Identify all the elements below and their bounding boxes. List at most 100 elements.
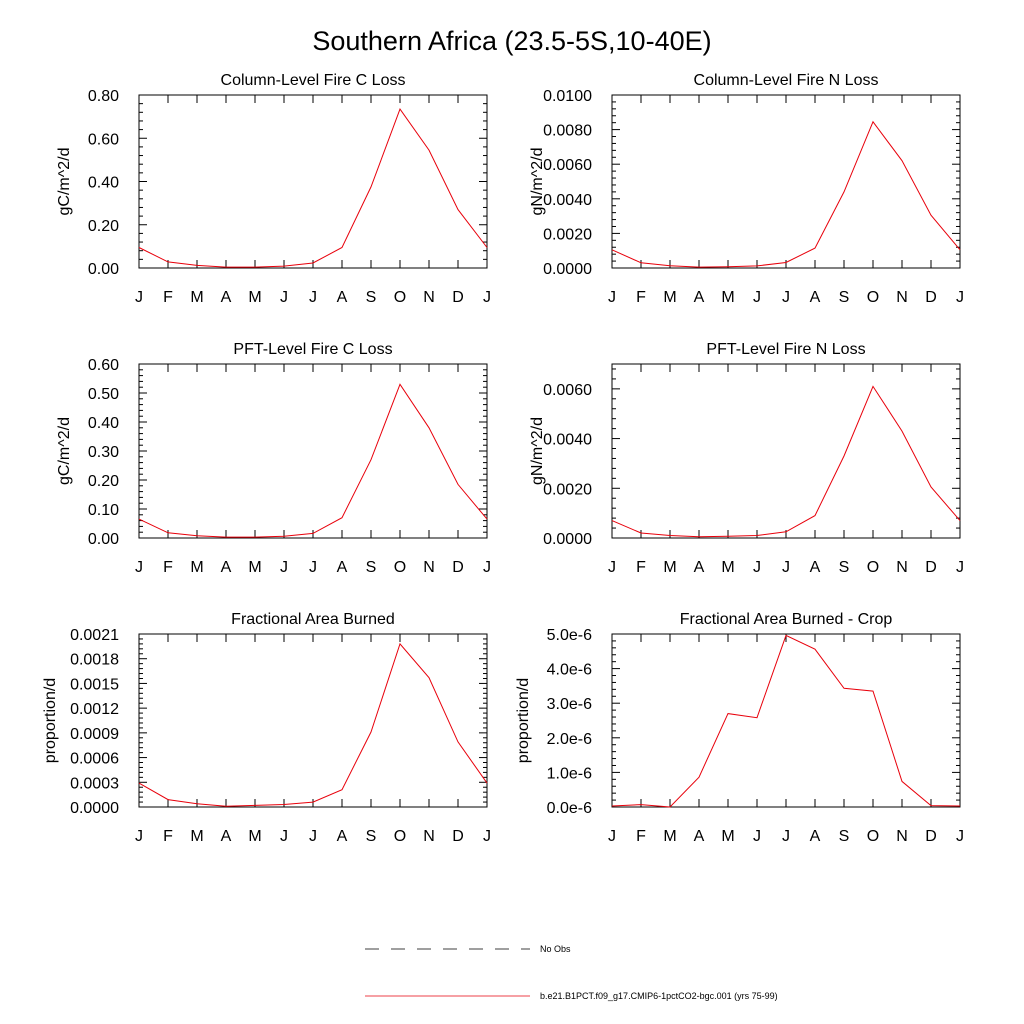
- xtick-label: J: [280, 559, 288, 576]
- ytick-label: 0.0e-6: [547, 800, 592, 817]
- ytick-label: 0.0021: [70, 627, 119, 644]
- y-axis-label: proportion/d: [515, 678, 532, 763]
- xtick-label: F: [163, 289, 173, 306]
- legend-obs-label: No Obs: [540, 944, 571, 954]
- ytick-label: 0.00: [88, 261, 119, 278]
- ytick-label: 0.0012: [70, 701, 119, 718]
- xtick-label: J: [608, 289, 616, 306]
- chart-panel-4: PFT-Level Fire N Loss 0.0000 0.0020 0.0040 0…: [529, 341, 964, 576]
- xtick-label: D: [925, 828, 937, 845]
- series-line: [611, 634, 961, 808]
- y-axis-label: gC/m^2/d: [56, 417, 73, 485]
- xtick-label: J: [483, 559, 491, 576]
- plot-frame: [611, 94, 961, 269]
- plot-frame: [611, 633, 961, 808]
- xtick-label: A: [694, 828, 705, 845]
- xtick-label: J: [135, 289, 143, 306]
- xtick-label: O: [867, 559, 879, 576]
- panel-title: Column-Level Fire C Loss: [221, 72, 406, 89]
- xtick-label: O: [394, 289, 406, 306]
- panel-title: Fractional Area Burned: [231, 611, 395, 628]
- y-axis-label: gC/m^2/d: [56, 148, 73, 216]
- xtick-label: S: [839, 828, 850, 845]
- xtick-label: S: [366, 289, 377, 306]
- xtick-label: A: [221, 828, 232, 845]
- ytick-label: 0.60: [88, 131, 119, 148]
- xtick-label: N: [423, 289, 435, 306]
- chart-panel-3: PFT-Level Fire C Loss 0.00 0.10 0.20 0.30 0.4…: [56, 341, 491, 576]
- xtick-label: N: [896, 559, 908, 576]
- ytick-label: 2.0e-6: [547, 731, 592, 748]
- xtick-label: N: [423, 559, 435, 576]
- xtick-label: M: [248, 559, 261, 576]
- xtick-label: S: [366, 828, 377, 845]
- ytick-label: 0.0003: [70, 775, 119, 792]
- ytick-label: 0.40: [88, 175, 119, 192]
- ytick-label: 0.30: [88, 444, 119, 461]
- xtick-label: M: [190, 828, 203, 845]
- xtick-label: M: [663, 559, 676, 576]
- xtick-label: M: [663, 828, 676, 845]
- plot-frame: [611, 363, 961, 539]
- chart-panel-2: Column-Level Fire N Loss 0.0000 0.0020 0.00…: [529, 72, 964, 306]
- y-axis-label: gN/m^2/d: [529, 148, 546, 216]
- ytick-label: 1.0e-6: [547, 765, 592, 782]
- ytick-label: 4.0e-6: [547, 662, 592, 679]
- xtick-label: J: [753, 289, 761, 306]
- xtick-label: O: [867, 828, 879, 845]
- xtick-label: N: [896, 828, 908, 845]
- xtick-label: O: [394, 559, 406, 576]
- xtick-label: J: [782, 289, 790, 306]
- xtick-label: N: [896, 289, 908, 306]
- series-line: [138, 108, 488, 268]
- xtick-label: J: [483, 289, 491, 306]
- ytick-label: 0.0080: [543, 123, 592, 140]
- ytick-label: 0.0000: [543, 261, 592, 278]
- ytick-label: 0.0040: [543, 432, 592, 449]
- panel-title: Fractional Area Burned - Crop: [680, 611, 893, 628]
- xtick-label: M: [248, 289, 261, 306]
- ytick-label: 0.0060: [543, 157, 592, 174]
- ytick-label: 0.0009: [70, 726, 119, 743]
- plot-frame: [138, 94, 488, 269]
- y-axis-label: proportion/d: [42, 678, 59, 763]
- xtick-label: D: [452, 828, 464, 845]
- series-line: [138, 383, 488, 538]
- xtick-label: J: [956, 559, 964, 576]
- panels-group: Column-Level Fire C Loss 0.00 0.20 0.40 0.60…: [42, 72, 964, 845]
- xtick-label: O: [394, 828, 406, 845]
- xtick-label: S: [839, 289, 850, 306]
- xtick-label: A: [221, 559, 232, 576]
- xtick-label: J: [782, 828, 790, 845]
- xtick-label: D: [925, 289, 937, 306]
- xtick-label: J: [753, 559, 761, 576]
- legend-model-label: b.e21.B1PCT.f09_g17.CMIP6-1pctCO2-bgc.00…: [540, 991, 778, 1001]
- xtick-label: S: [839, 559, 850, 576]
- xtick-label: J: [280, 828, 288, 845]
- xtick-label: F: [163, 828, 173, 845]
- chart-panel-6: Fractional Area Burned - Crop 0.0e-6 1.0e-…: [515, 611, 964, 845]
- ytick-label: 0.0015: [70, 676, 119, 693]
- xtick-label: D: [452, 289, 464, 306]
- ytick-label: 0.40: [88, 415, 119, 432]
- plot-frame: [138, 363, 488, 539]
- series-line: [138, 642, 488, 807]
- panel-title: Column-Level Fire N Loss: [694, 72, 879, 89]
- ytick-label: 0.0020: [543, 226, 592, 243]
- y-axis-label: gN/m^2/d: [529, 417, 546, 485]
- ytick-label: 0.0040: [543, 192, 592, 209]
- plot-frame: [138, 633, 488, 808]
- xtick-label: J: [309, 289, 317, 306]
- xtick-label: N: [423, 828, 435, 845]
- ytick-label: 0.0060: [543, 382, 592, 399]
- chart-panel-1: Column-Level Fire C Loss 0.00 0.20 0.40 0.60…: [56, 72, 491, 306]
- xtick-label: M: [663, 289, 676, 306]
- panel-title: PFT-Level Fire C Loss: [233, 341, 392, 358]
- ytick-label: 0.10: [88, 502, 119, 519]
- panel-title: PFT-Level Fire N Loss: [706, 341, 865, 358]
- xtick-label: O: [867, 289, 879, 306]
- ytick-label: 0.80: [88, 88, 119, 105]
- xtick-label: J: [280, 289, 288, 306]
- ytick-label: 0.20: [88, 473, 119, 490]
